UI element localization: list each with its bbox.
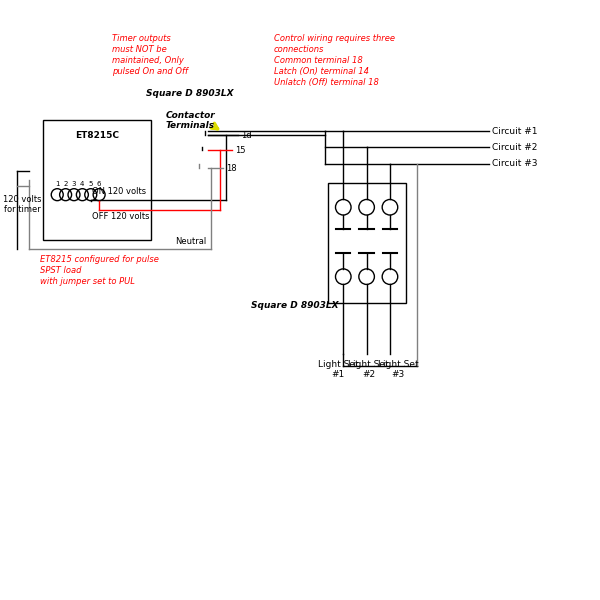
Text: 1d: 1d: [241, 131, 251, 140]
Text: ET8215C: ET8215C: [76, 131, 119, 140]
Text: 18: 18: [226, 164, 236, 173]
Text: 6: 6: [97, 181, 101, 187]
Text: ON 120 volts: ON 120 volts: [92, 187, 146, 196]
Text: ET8215 configured for pulse
SPST load
with jumper set to PUL: ET8215 configured for pulse SPST load wi…: [40, 255, 160, 286]
Text: Light Set
#3: Light Set #3: [378, 360, 419, 379]
Text: Light Set
#1: Light Set #1: [317, 360, 358, 379]
Text: 4: 4: [80, 181, 85, 187]
Text: Square D 8903LX: Square D 8903LX: [146, 89, 234, 98]
Text: Square D 8903LX: Square D 8903LX: [251, 301, 338, 310]
Text: Neutral: Neutral: [175, 237, 206, 246]
Text: 5: 5: [89, 181, 93, 187]
Text: OFF 120 volts: OFF 120 volts: [92, 212, 149, 221]
Text: 3: 3: [72, 181, 76, 187]
Text: Timer outputs
must NOT be
maintained, Only
pulsed On and Off: Timer outputs must NOT be maintained, On…: [112, 34, 188, 76]
Text: Circuit #1: Circuit #1: [492, 127, 538, 136]
Bar: [328, 184, 406, 303]
Text: Contactor
Terminals: Contactor Terminals: [165, 111, 215, 130]
Bar: [43, 121, 151, 240]
Text: Control wiring requires three
connections
Common terminal 18
Latch (On) terminal: Control wiring requires three connection…: [274, 34, 395, 87]
Text: 120 volts
for timer: 120 volts for timer: [3, 194, 42, 214]
Text: 2: 2: [64, 181, 68, 187]
Text: 1: 1: [55, 181, 59, 187]
Text: Circuit #2: Circuit #2: [492, 143, 538, 152]
Text: Circuit #3: Circuit #3: [492, 159, 538, 168]
Text: 15: 15: [235, 146, 245, 155]
Text: Light Set
#2: Light Set #2: [348, 360, 389, 379]
